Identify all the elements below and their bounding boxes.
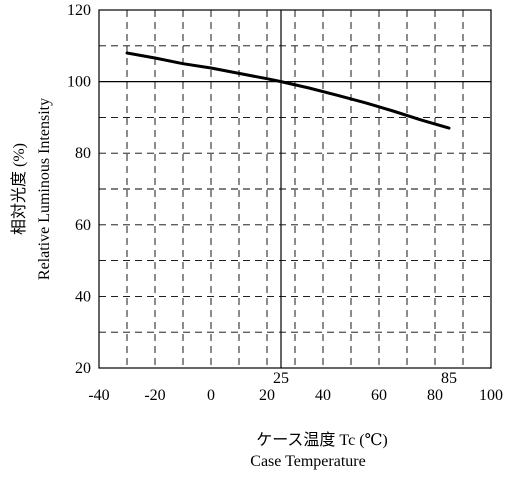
y-tick-label: 100	[67, 74, 91, 91]
tick-labels: -40 -20 0 20 40 60 80 100 20 40 60 80 100 120	[67, 2, 503, 404]
x-tick-label: 20	[259, 387, 275, 404]
plot-frame	[98, 9, 492, 369]
y-tick-label: 20	[75, 360, 91, 377]
y-axis-title-en: Relative Luminous Intensity	[36, 98, 53, 280]
x-tick-label: 0	[207, 387, 215, 404]
reference-lines	[99, 10, 491, 368]
grid-layer	[99, 10, 491, 368]
y-tick-label: 80	[75, 145, 91, 162]
x-tick-label: 60	[371, 387, 387, 404]
x-tick-label: -40	[88, 387, 109, 404]
x-tick-label: -20	[144, 387, 165, 404]
y-tick-label: 120	[67, 2, 91, 19]
x-tick-label: 40	[315, 387, 331, 404]
series-layer	[125, 51, 451, 130]
x-annotations: 25 85	[273, 370, 457, 387]
x-axis-title: ケース温度 Tc (℃)	[256, 431, 388, 449]
x-tick-label: 80	[427, 387, 443, 404]
y-tick-label: 40	[75, 288, 91, 305]
y-axis-title: 相対光度 (%)	[10, 143, 28, 235]
x-annotation-label: 25	[273, 370, 289, 387]
x-tick-label: 100	[479, 387, 503, 404]
x-annotation-label: 85	[441, 370, 457, 387]
y-tick-label: 60	[75, 217, 91, 234]
series-line	[125, 51, 451, 130]
x-axis-title-en: Case Temperature	[250, 453, 365, 470]
